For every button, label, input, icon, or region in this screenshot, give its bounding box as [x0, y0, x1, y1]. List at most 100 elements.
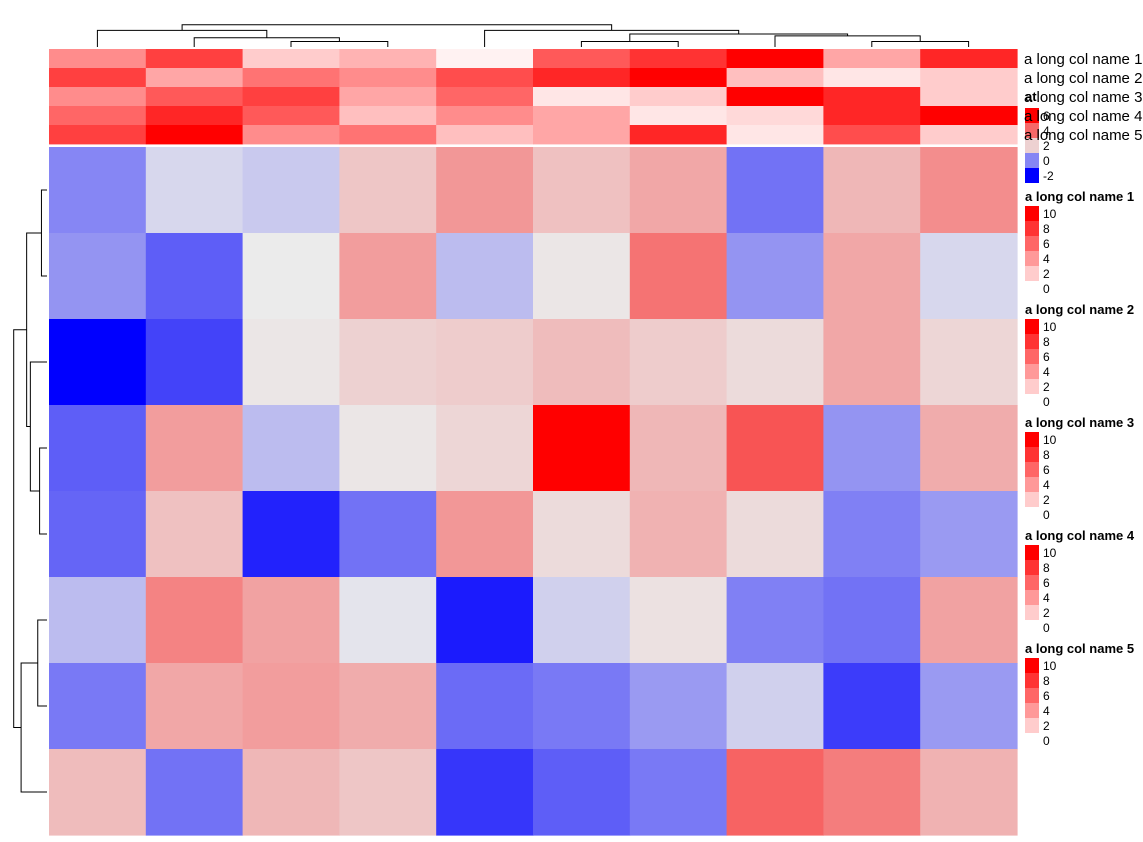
heatmap-cell-r8-c1 — [49, 749, 147, 836]
heatmap-cell-r4-c9 — [823, 405, 921, 492]
annotation-cell-4-c10 — [920, 106, 1018, 126]
legend-title-annotation-2: a long col name 2 — [1025, 302, 1134, 317]
heatmap-cell-r2-c3 — [242, 233, 340, 320]
row-dendrogram — [13, 189, 47, 793]
legend-title-body: at — [1025, 89, 1037, 104]
heatmap-cell-r5-c3 — [242, 491, 340, 578]
heatmap-cell-r1-c8 — [726, 147, 824, 234]
annotation-cell-3-c10 — [920, 87, 1018, 107]
heatmap-cell-r5-c4 — [339, 491, 437, 578]
heatmap-cell-r7-c10 — [920, 663, 1018, 750]
annotation-label-1: a long col name 1 — [1024, 51, 1142, 68]
heatmap-cell-r3-c8 — [726, 319, 824, 406]
heatmap-cell-r2-c4 — [339, 233, 437, 320]
legend-annotation-5-swatch-4 — [1025, 703, 1039, 718]
legend-annotation-2-label-4: 4 — [1043, 365, 1050, 379]
legend-annotation-3-swatch-2 — [1025, 447, 1039, 462]
heatmap-cell-r3-c9 — [823, 319, 921, 406]
legend-annotation-5-label-5: 2 — [1043, 719, 1050, 733]
heatmap-cell-r5-c7 — [629, 491, 728, 578]
column-dendrogram-link-7 — [629, 33, 849, 42]
annotation-cell-1-c2 — [145, 49, 244, 69]
legend-title-annotation-5: a long col name 5 — [1025, 641, 1134, 656]
legend-annotation-3-swatch-4 — [1025, 477, 1039, 492]
legend-body-swatch-3 — [1025, 138, 1039, 153]
legend-annotation-2-label-2: 8 — [1043, 335, 1050, 349]
heatmap-cell-r8-c10 — [920, 749, 1018, 836]
annotation-cell-3-c5 — [436, 87, 534, 107]
legend-annotation-3-swatch-3 — [1025, 462, 1039, 477]
heatmap-cell-r5-c8 — [726, 491, 824, 578]
heatmap-cell-r6-c9 — [823, 577, 921, 664]
heatmap-cell-r2-c9 — [823, 233, 921, 320]
row-dendrogram-link-4 — [26, 232, 42, 427]
heatmap-cell-r8-c8 — [726, 749, 824, 836]
heatmap-cell-r8-c3 — [242, 749, 340, 836]
row-dendrogram-link-2 — [39, 447, 47, 535]
column-dendrogram-link-5 — [871, 40, 970, 47]
legend-annotation-5-swatch-2 — [1025, 673, 1039, 688]
legend-annotation-1-label-5: 2 — [1043, 267, 1050, 281]
legend-annotation-2-label-6: 0 — [1043, 395, 1050, 409]
legend-annotation-5-swatch-5 — [1025, 718, 1039, 733]
heatmap-cell-r2-c5 — [436, 233, 534, 320]
annotation-cell-2-c7 — [629, 68, 728, 88]
legend-annotation-3-swatch-1 — [1025, 432, 1039, 447]
heatmap-cell-r4-c7 — [629, 405, 728, 492]
annotation-cell-1-c6 — [533, 49, 631, 69]
heatmap-cell-r1-c9 — [823, 147, 921, 234]
annotation-cell-3-c3 — [242, 87, 340, 107]
heatmap-cell-r7-c5 — [436, 663, 534, 750]
heatmap-cell-r1-c5 — [436, 147, 534, 234]
legend-annotation-5-swatch-3 — [1025, 688, 1039, 703]
annotation-cell-2-c10 — [920, 68, 1018, 88]
legend-body-swatch-2 — [1025, 123, 1039, 138]
heatmap-cell-r2-c2 — [145, 233, 244, 320]
annotation-cell-2-c3 — [242, 68, 340, 88]
annotation-cell-3-c9 — [823, 87, 921, 107]
legend-annotation-2-swatch-3 — [1025, 349, 1039, 364]
heatmap-cell-r2-c6 — [533, 233, 631, 320]
heatmap-cell-r3-c5 — [436, 319, 534, 406]
heatmap-cell-r6-c8 — [726, 577, 824, 664]
annotation-cell-4-c3 — [242, 106, 340, 126]
legend-annotation-1-label-6: 0 — [1043, 282, 1050, 296]
heatmap-cell-r8-c6 — [533, 749, 631, 836]
legend-annotation-4-label-6: 0 — [1043, 621, 1050, 635]
legend-annotation-3-swatch-6 — [1025, 507, 1039, 522]
annotation-cell-1-c9 — [823, 49, 921, 69]
legend-annotation-4-label-1: 10 — [1043, 546, 1057, 560]
legend-annotation-2-swatch-5 — [1025, 379, 1039, 394]
heatmap-cell-r6-c10 — [920, 577, 1018, 664]
heatmap-cell-r5-c9 — [823, 491, 921, 578]
column-dendrogram — [96, 24, 970, 47]
heatmap-cell-r7-c7 — [629, 663, 728, 750]
legend-title-annotation-3: a long col name 3 — [1025, 415, 1134, 430]
legend-annotation-2-swatch-6 — [1025, 394, 1039, 409]
legend-annotation-1-swatch-4 — [1025, 251, 1039, 266]
heatmap-cell-r3-c4 — [339, 319, 437, 406]
legend-annotation-5-label-4: 4 — [1043, 704, 1050, 718]
legend-annotation-2-label-1: 10 — [1043, 320, 1057, 334]
annotation-cell-4-c7 — [629, 106, 728, 126]
heatmap-cell-r6-c5 — [436, 577, 534, 664]
legend-annotation-4-label-4: 4 — [1043, 591, 1050, 605]
heatmap-cell-r4-c10 — [920, 405, 1018, 492]
annotation-cell-3-c1 — [49, 87, 147, 107]
annotation-cell-5-c8 — [726, 125, 824, 145]
annotation-cell-5-c6 — [533, 125, 631, 145]
heatmap-cell-r5-c6 — [533, 491, 631, 578]
annotation-cell-3-c2 — [145, 87, 244, 107]
heatmap-cell-r4-c3 — [242, 405, 340, 492]
annotation-cell-5-c3 — [242, 125, 340, 145]
heatmap-cell-r4-c2 — [145, 405, 244, 492]
legend-annotation-1-swatch-1 — [1025, 206, 1039, 221]
annotation-cell-4-c8 — [726, 106, 824, 126]
heatmap-cell-r2-c7 — [629, 233, 728, 320]
annotation-cell-1-c5 — [436, 49, 534, 69]
legend-annotation-3-label-6: 0 — [1043, 508, 1050, 522]
heatmap-cell-r3-c3 — [242, 319, 340, 406]
legend-annotation-5-label-2: 8 — [1043, 674, 1050, 688]
row-dendrogram-link-5 — [37, 619, 47, 707]
